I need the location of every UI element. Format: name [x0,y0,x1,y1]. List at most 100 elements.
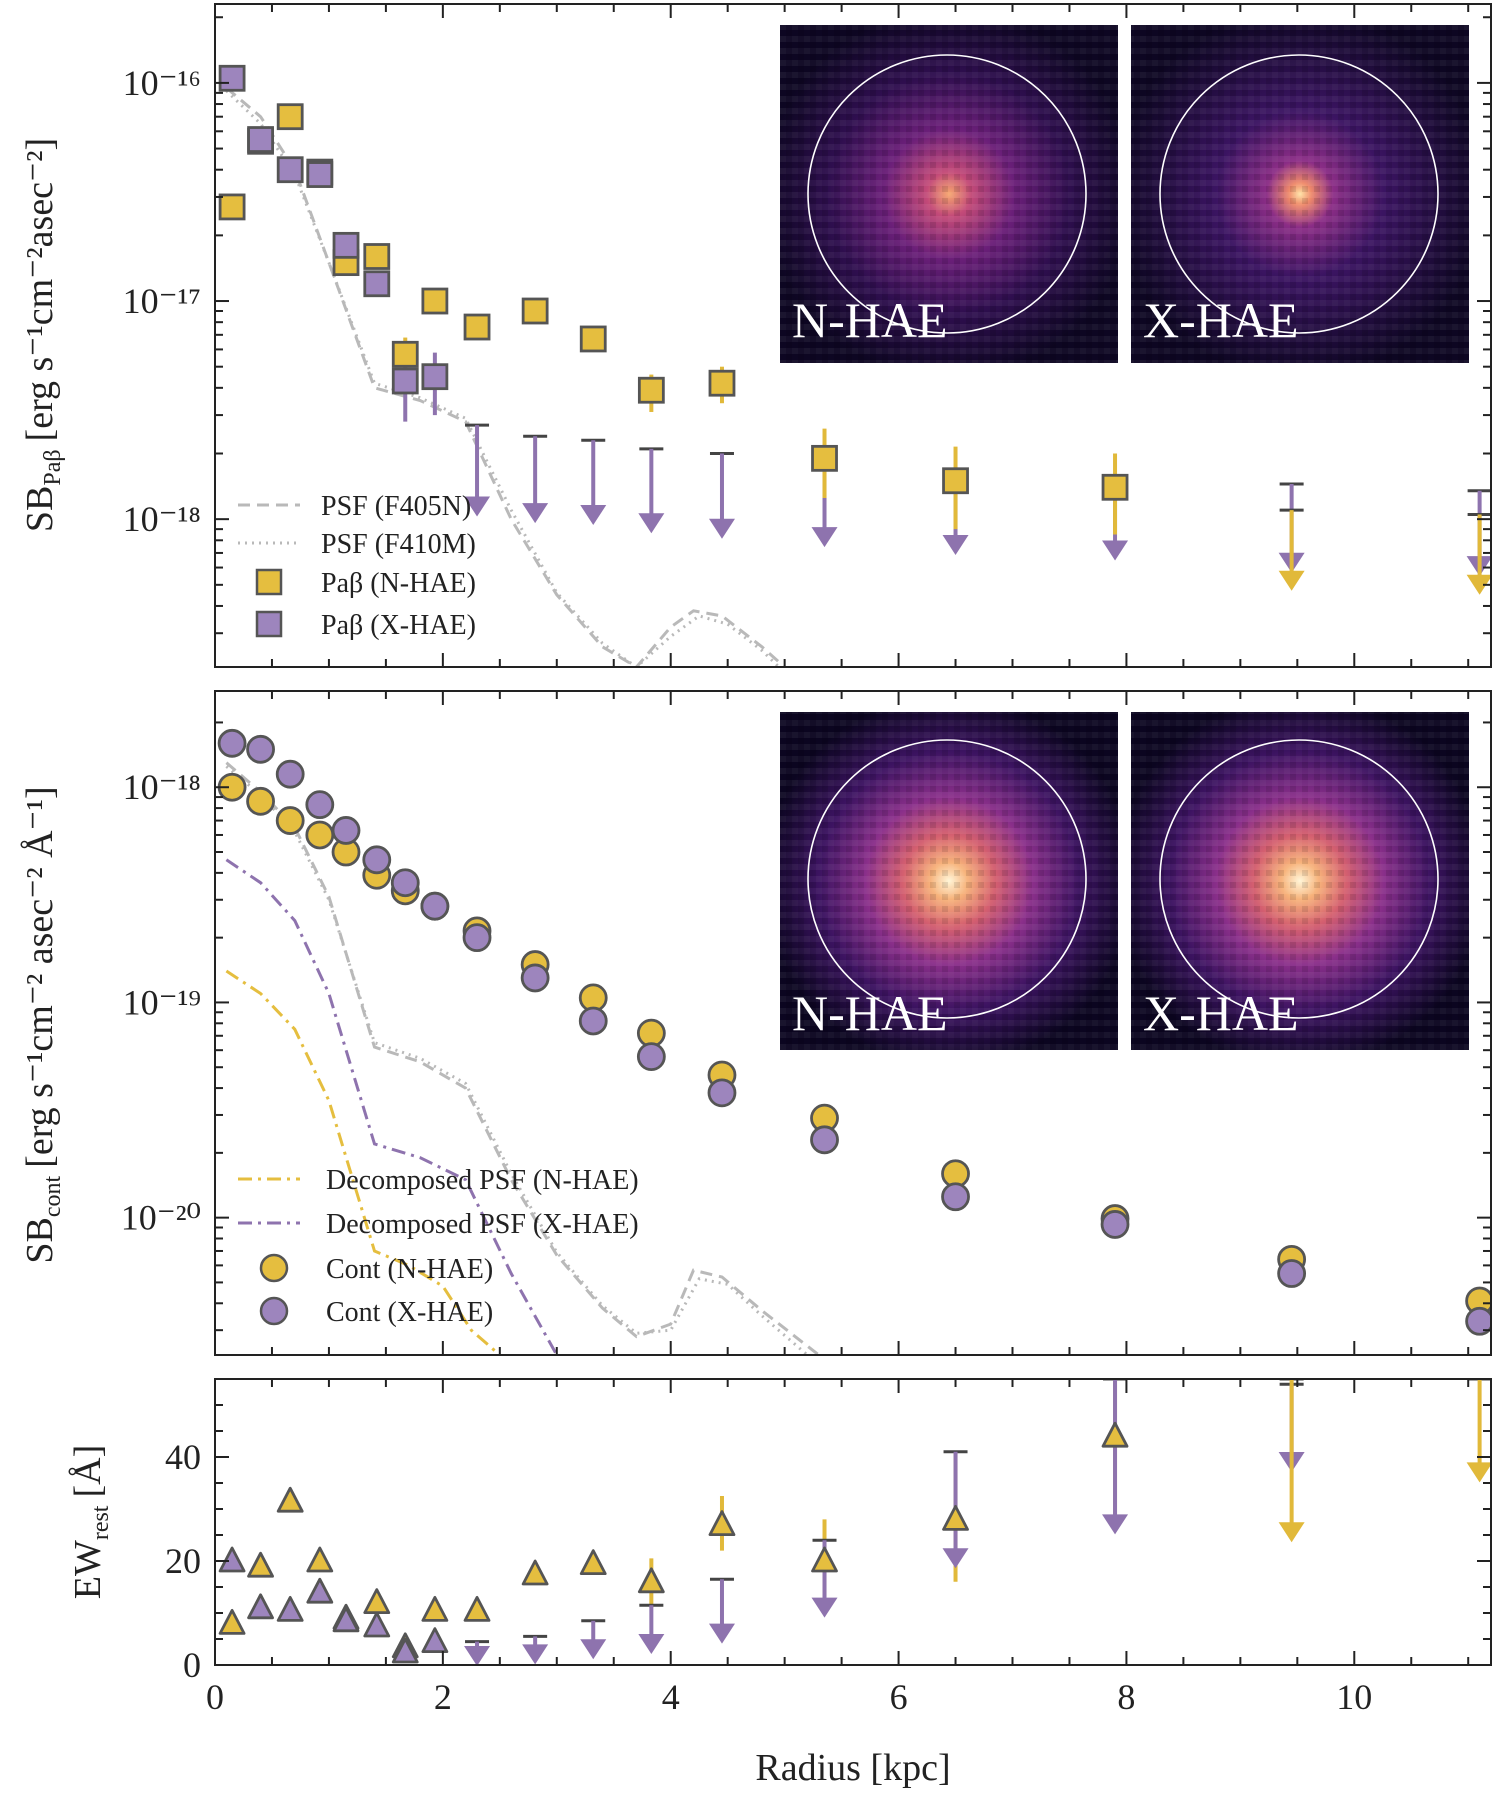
top-xhae-point-3 [306,161,334,188]
top-nhae-point-7 [421,287,449,315]
bot-xhae-ul-head-0 [464,1645,491,1665]
ytick-label-0-0: 10⁻¹⁶ [123,63,201,103]
bot-nhae-point-9 [521,1559,549,1586]
top-nhae-ul-head-0 [1278,570,1305,591]
top-xhae-ul-head-6 [942,534,969,555]
top-legend-2: Paβ (N-HAE) [321,568,476,599]
mid-xhae-point-14 [941,1182,970,1212]
mid-xhae-point-15 [1100,1210,1130,1239]
mid-nhae-point-3 [305,820,335,850]
middle-axes: 10⁻¹⁸ 10⁻¹⁹ 10⁻²⁰ [121,691,1491,1355]
mid-xhae-point-8 [462,923,492,953]
ytick-label-2-2: 40 [165,1437,201,1477]
top-nhae-point-10 [579,325,607,353]
top-xhae-point-1 [247,126,274,153]
top-psf-f410m [225,89,780,667]
top-xhae-point-7 [421,363,449,391]
top-nhae-ul-head-1 [1466,574,1491,595]
bot-xhae-point-4 [332,1606,360,1633]
mid-decomposed-nhae [225,969,501,1355]
top-xhae-point-6 [391,367,419,395]
bot-nhae-point-5 [363,1588,391,1614]
bot-xhae-ul-head-1 [522,1644,549,1665]
mid-xhae-point-11 [636,1042,666,1072]
mid-xhae-point-4 [331,816,361,845]
top-xhae-point-4 [332,231,360,259]
ytick-label-1-2: 10⁻²⁰ [121,1198,201,1238]
legend-nhae-square [255,568,283,596]
mid-xhae-point-6 [390,868,420,898]
bot-xhae-ul-head-5 [811,1597,838,1618]
bot-nhae-point-14 [942,1505,969,1531]
top-inset-xhae: X-HAE [1131,25,1469,363]
top-legend-0: PSF (F405N) [321,491,471,522]
mid-xhae-point-7 [420,891,450,921]
bot-nhae-point-15 [1101,1421,1129,1448]
mid-xhae-point-16 [1277,1259,1307,1288]
bot-xhae-ul-head-2 [580,1639,607,1660]
bot-xhae-point-0 [218,1546,246,1573]
xtick-label-4: 8 [1117,1677,1135,1717]
legend-cont-x-circle [259,1296,289,1326]
top-nhae-point-13 [811,444,838,472]
xtick-label-1: 2 [434,1677,452,1717]
bottom-xlabel: Radius [kpc] [755,1747,950,1789]
mid-psf-f410m [225,765,809,1355]
ytick-label-2-1: 20 [165,1541,201,1581]
top-xhae-ul-head-0 [464,496,491,517]
mid-xhae-point-17 [1465,1306,1491,1336]
xtick-label-3: 6 [890,1677,908,1717]
bot-nhae-point-1 [247,1551,274,1578]
top-nhae-point-12 [708,369,736,397]
top-nhae-point-0 [218,193,246,221]
bot-nhae-point-7 [421,1596,449,1622]
top-xhae-ul-head-1 [522,503,549,524]
bot-xhae-ul-head-4 [708,1623,735,1644]
mid-xhae-point-12 [707,1078,737,1108]
top-nhae-point-5 [363,243,391,270]
mid-xhae-point-3 [305,790,335,820]
ytick-label-1-1: 10⁻¹⁹ [123,982,201,1022]
top-xhae-ul-head-5 [811,527,838,548]
bot-xhae-ul-head-3 [638,1634,665,1654]
bottom-ylabel: EWrest[Å] [67,1445,114,1600]
top-nhae-point-6 [391,340,419,368]
mid-xhae-point-2 [275,759,305,789]
middle-legend: Decomposed PSF (N-HAE) Decomposed PSF (X… [238,1165,639,1328]
mid-xhae-point-1 [246,734,275,764]
bot-nhae-point-3 [306,1546,334,1573]
mid-xhae-point-13 [810,1125,839,1155]
top-xhae-ul-head-2 [580,505,607,526]
mid-nhae-point-1 [246,786,275,816]
middle-legend-0: Decomposed PSF (N-HAE) [326,1165,639,1196]
bottom-plot-area [218,1379,1491,1665]
bot-nhae-point-0 [218,1609,246,1635]
top-legend-1: PSF (F410M) [321,529,476,560]
top-xhae-ul-head-4 [708,518,735,539]
top-nhae-point-9 [521,297,549,325]
top-nhae-point-2 [276,103,304,131]
middle-ylabel: SBcont[erg s⁻¹cm⁻² asec⁻² Å⁻¹] [19,786,66,1263]
bot-xhae-point-5 [363,1611,391,1638]
mid-xhae-point-9 [520,963,550,993]
bot-nhae-ul-head-1 [1466,1462,1491,1483]
top-xhae-ul-head-7 [1102,540,1129,561]
ytick-label-0-2: 10⁻¹⁸ [123,499,201,539]
bot-xhae-point-3 [306,1577,334,1604]
middle-inset-nhae: N-HAE [780,712,1118,1050]
top-xhae-ul-head-3 [638,513,665,534]
bot-xhae-point-2 [276,1596,304,1622]
top-axes: 10⁻¹⁶ 10⁻¹⁷ 10⁻¹⁸ [123,4,1491,667]
middle-inset-nhae-label: N-HAE [792,985,948,1041]
middle-legend-3: Cont (X-HAE) [326,1297,493,1328]
mid-xhae-point-0 [217,728,247,758]
bot-nhae-point-2 [276,1486,304,1513]
bot-xhae-point-1 [247,1593,274,1620]
legend-xhae-square [255,610,283,638]
bot-nhae-point-8 [463,1596,491,1622]
bot-nhae-ul-head-0 [1278,1522,1305,1543]
mid-xhae-point-5 [362,845,392,875]
bot-nhae-point-12 [708,1510,736,1536]
panel-middle: N-HAE X-HAE 10⁻¹⁸ 10⁻¹⁹ 10⁻²⁰ Decomposed P… [19,690,1492,1356]
